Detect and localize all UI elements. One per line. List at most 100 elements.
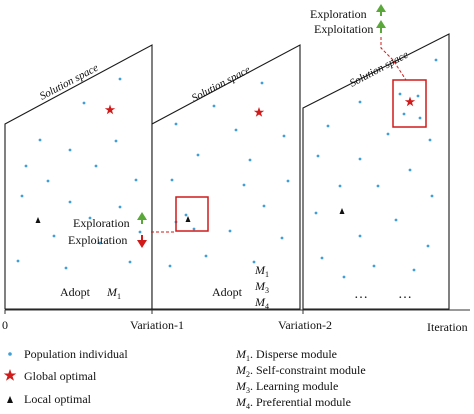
axis-tick-label-2: Variation-2 — [278, 318, 332, 332]
exploitation-label-lower: Exploitation — [68, 233, 127, 247]
population-dot — [260, 81, 264, 85]
population-dot — [64, 266, 68, 270]
population-dot — [174, 122, 178, 126]
population-dot — [408, 168, 412, 172]
legend-module-3: M3. Learning module — [235, 379, 338, 395]
down-arrow-icon — [137, 235, 147, 248]
global-optimal-star-icon — [404, 96, 416, 107]
legend-symbols: Population individual Global optimal Loc… — [3, 347, 128, 406]
population-dot — [338, 184, 342, 188]
population-dot — [416, 94, 420, 98]
global-optimal-star-icon — [104, 104, 116, 115]
population-dot — [428, 138, 432, 142]
population-dot — [248, 158, 252, 162]
global-zoom-box — [392, 79, 427, 128]
population-dot — [212, 104, 216, 108]
population-dot — [402, 112, 406, 116]
population-dot — [412, 268, 416, 272]
iteration-axis: 0 Variation-1 Variation-2 Iteration — [2, 309, 470, 334]
module-m4-label: M4 — [254, 295, 269, 311]
population-dot — [376, 184, 380, 188]
population-dot — [98, 241, 102, 245]
panel-1: Solution space Adopt M1 — [4, 44, 153, 310]
axis-end-label: Iteration — [427, 320, 468, 334]
solution-plane-3 — [302, 33, 450, 310]
legend-label-local: Local optimal — [24, 392, 92, 406]
population-dot — [16, 259, 20, 263]
population-dot — [196, 153, 200, 157]
population-dot — [138, 230, 142, 234]
population-dot — [88, 216, 92, 220]
panel-3: Solution space … — [302, 33, 450, 310]
population-dot — [134, 178, 138, 182]
annotation-panel-2: Exploration Exploitation — [68, 212, 147, 248]
population-dot — [326, 124, 330, 128]
ellipsis-1: … — [354, 287, 368, 302]
legend-module-1: M1. Disperse module — [235, 347, 337, 363]
local-optimal-triangle-icon — [185, 216, 191, 222]
population-dot — [68, 148, 72, 152]
population-dot — [358, 100, 362, 104]
exploitation-label-upper: Exploitation — [314, 22, 373, 36]
population-dot — [314, 211, 318, 215]
axis-start-label: 0 — [2, 318, 8, 332]
local-optimal-triangle-icon — [7, 396, 13, 403]
population-dot — [342, 275, 346, 279]
population-dot — [38, 138, 42, 142]
population-dot — [234, 128, 238, 132]
local-optimal-triangle-icon — [35, 217, 41, 223]
population-dot — [228, 229, 232, 233]
population-dot — [286, 179, 290, 183]
population-dot — [94, 164, 98, 168]
panel-2: Solution space Adopt M1 M — [151, 44, 301, 311]
legend-label-global: Global optimal — [24, 369, 97, 383]
population-dot — [280, 236, 284, 240]
population-dot — [168, 264, 172, 268]
adopt-label-2: Adopt — [212, 285, 243, 299]
population-dot — [242, 183, 246, 187]
up-arrow-icon — [137, 212, 147, 224]
population-dot — [358, 234, 362, 238]
population-dot — [320, 256, 324, 260]
population-dot — [114, 139, 118, 143]
solution-plane-1 — [4, 44, 153, 310]
population-dot — [386, 132, 390, 136]
population-dot — [128, 260, 132, 264]
population-dot — [418, 116, 422, 120]
population-dot — [430, 194, 434, 198]
population-dot — [118, 77, 122, 81]
population-dot — [358, 157, 362, 161]
population-dot — [204, 254, 208, 258]
up-arrow-icon — [376, 4, 386, 16]
module-m1-label: M1 — [106, 285, 121, 301]
legend-module-2: M2. Self-constraint module — [235, 363, 366, 379]
population-dot — [372, 264, 376, 268]
population-dots-3 — [314, 58, 438, 279]
legend-modules: M1. Disperse module M2. Self-constraint … — [235, 347, 366, 411]
local-optimal-triangle-icon — [339, 208, 345, 214]
population-dot — [426, 244, 430, 248]
population-dot — [68, 200, 72, 204]
adopt-label-1: Adopt — [60, 285, 91, 299]
population-dot — [24, 164, 28, 168]
population-dot — [262, 204, 266, 208]
global-optimal-star-icon — [253, 107, 265, 117]
population-dot — [282, 134, 286, 138]
population-dot — [316, 154, 320, 158]
population-dot — [46, 179, 50, 183]
population-dot — [170, 178, 174, 182]
exploration-pointer-line — [380, 37, 407, 81]
population-dot — [82, 101, 86, 105]
module-m3-label: M3 — [254, 279, 269, 295]
up-arrow-icon — [376, 20, 386, 33]
annotation-panel-3: Exploration Exploitation — [310, 4, 407, 81]
population-dot — [398, 92, 402, 96]
legend-label-population: Population individual — [24, 347, 128, 361]
population-dot — [394, 218, 398, 222]
ellipsis-2: … — [398, 287, 412, 302]
population-dot — [252, 260, 256, 264]
population-dot — [118, 205, 122, 209]
population-dot — [184, 213, 188, 217]
global-optimal-star-icon — [3, 369, 17, 381]
